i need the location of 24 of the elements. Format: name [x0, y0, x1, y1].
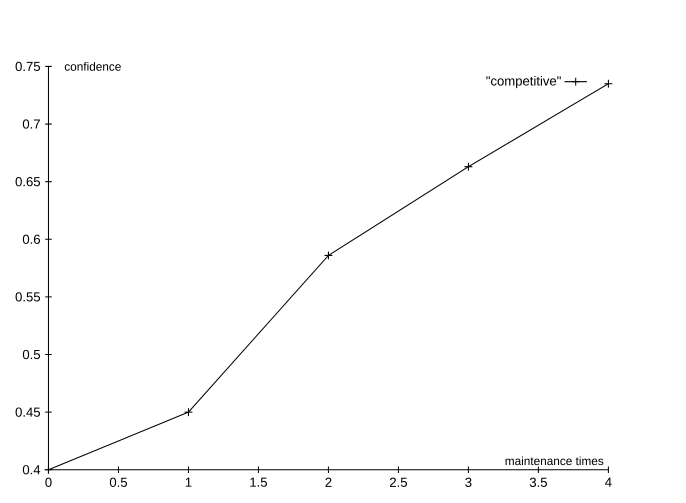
point — [464, 162, 473, 171]
y-tick-label: 0.5 — [22, 350, 40, 359]
y-axis-title: confidence — [64, 62, 121, 71]
y-tick-label: 0.6 — [22, 234, 40, 244]
x-tick-label: 1 — [186, 478, 192, 487]
x-tick-label: 3.5 — [530, 478, 547, 487]
point — [324, 250, 333, 260]
y-tick-label: 0.45 — [16, 407, 40, 417]
y-tick-label: 0.4 — [22, 464, 40, 474]
x-tick-label: 2.5 — [390, 478, 407, 487]
y-tick-label: 0.75 — [16, 62, 40, 71]
x-axis-title: maintenance times — [506, 456, 604, 465]
x-tick-label: 1.5 — [250, 478, 268, 487]
x-tick-label: 2 — [325, 478, 332, 487]
point — [604, 79, 613, 88]
x-tick-label: 4 — [605, 478, 612, 487]
point — [184, 408, 193, 416]
x-tick-label: 0.5 — [110, 478, 128, 487]
y-tick-label: 0.65 — [16, 176, 40, 186]
y-tick-label: 0.7 — [22, 119, 40, 129]
y-tick-label: 0.55 — [16, 292, 40, 302]
x-tick-label: 3 — [465, 478, 472, 487]
x-tick-label: 0 — [45, 478, 52, 487]
legend-label: "competitive" — [486, 76, 561, 88]
